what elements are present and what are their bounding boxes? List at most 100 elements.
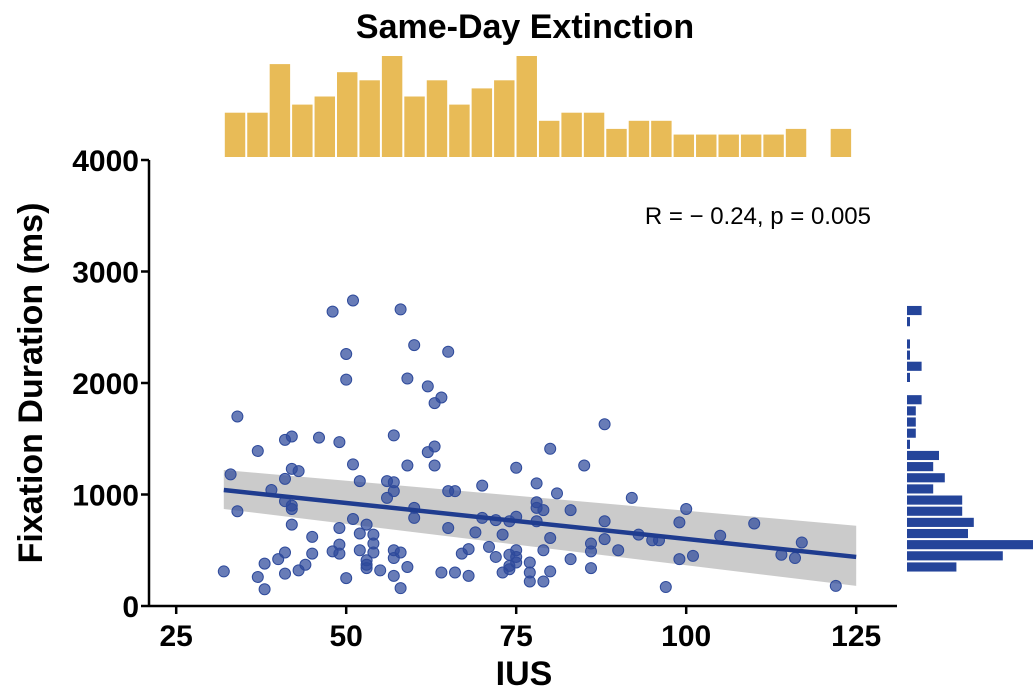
regression-line-layer xyxy=(223,487,857,560)
data-point xyxy=(428,440,441,453)
x-histogram-bar xyxy=(651,120,672,157)
x-histogram-bar xyxy=(471,88,493,157)
data-point xyxy=(578,459,591,472)
data-point xyxy=(367,546,380,559)
data-point xyxy=(469,526,482,539)
y-histogram-bar xyxy=(907,428,916,438)
data-point xyxy=(449,566,461,579)
data-point xyxy=(299,558,312,571)
data-point xyxy=(387,485,400,498)
data-point xyxy=(279,567,291,580)
y-histogram-bar xyxy=(907,406,916,416)
x-histogram-bar xyxy=(583,112,605,157)
data-point xyxy=(251,445,264,458)
data-point xyxy=(537,544,550,557)
x-histogram-bar xyxy=(830,128,852,157)
x-histogram-bar xyxy=(628,120,650,157)
data-point xyxy=(476,479,489,492)
y-histogram-bar xyxy=(907,372,910,382)
x-tick-label: 100 xyxy=(661,620,711,653)
data-point xyxy=(353,475,366,488)
data-point xyxy=(680,502,693,515)
data-point xyxy=(347,294,359,307)
data-point xyxy=(795,536,808,549)
data-point xyxy=(442,345,455,358)
data-point xyxy=(360,518,373,531)
data-point xyxy=(483,540,495,553)
y-histogram-bar xyxy=(907,551,1003,561)
x-histogram-bar xyxy=(740,134,762,157)
data-point xyxy=(496,528,509,541)
data-point xyxy=(537,504,550,517)
y-histogram-bar xyxy=(907,361,922,371)
x-histogram-bar xyxy=(785,128,807,157)
x-histogram-bar xyxy=(718,134,739,157)
data-point xyxy=(374,564,387,577)
x-histogram-bar xyxy=(763,134,784,157)
x-histogram-bar xyxy=(224,112,246,157)
data-point xyxy=(387,429,400,442)
data-point xyxy=(449,485,461,498)
data-point xyxy=(687,549,699,562)
data-point xyxy=(537,575,550,588)
data-point xyxy=(279,472,291,485)
x-histogram-bar xyxy=(269,64,291,157)
data-point xyxy=(394,303,407,316)
data-point xyxy=(435,391,448,404)
regression-line xyxy=(223,487,857,560)
data-point xyxy=(306,547,319,560)
x-tick-label: 50 xyxy=(330,620,363,653)
data-point xyxy=(544,565,557,578)
x-tick-label: 75 xyxy=(500,620,533,653)
data-point xyxy=(408,511,421,524)
data-point xyxy=(340,373,353,386)
data-point xyxy=(789,552,801,565)
data-point xyxy=(523,556,536,569)
x-histogram-bar xyxy=(538,120,560,157)
data-point xyxy=(564,504,577,517)
data-point xyxy=(510,556,523,569)
data-point xyxy=(401,560,414,573)
correlation-annotation: R = − 0.24, p = 0.005 xyxy=(645,203,871,230)
data-point xyxy=(340,348,353,361)
data-point xyxy=(829,579,842,592)
data-point xyxy=(306,530,319,543)
data-point xyxy=(598,515,611,528)
x-histogram-bar xyxy=(516,56,537,157)
x-tick-label: 125 xyxy=(831,620,881,653)
data-point xyxy=(224,468,237,481)
y-histogram-bar xyxy=(907,517,974,527)
data-point xyxy=(333,436,346,449)
data-point xyxy=(612,544,625,557)
y-histogram-bar xyxy=(907,317,910,327)
data-point xyxy=(544,442,557,455)
y-histogram-bar xyxy=(907,484,934,494)
y-histogram-bar xyxy=(907,439,910,449)
data-point xyxy=(442,521,455,534)
x-axis-ticks: 25 50 75 100 125 xyxy=(160,606,881,653)
data-point xyxy=(598,418,611,431)
data-point xyxy=(231,505,244,518)
data-point xyxy=(285,502,298,515)
data-point xyxy=(313,431,325,444)
data-point xyxy=(347,458,359,471)
y-histogram-bar xyxy=(907,562,957,572)
x-histogram-bar xyxy=(449,104,470,157)
y-tick-label: 3000 xyxy=(72,257,139,290)
data-point xyxy=(585,545,597,558)
y-axis-ticks: 0 1000 2000 3000 4000 xyxy=(72,145,149,624)
y-histogram-bar xyxy=(907,540,1033,550)
y-histogram-bar xyxy=(907,506,963,516)
data-point xyxy=(387,569,400,582)
data-point xyxy=(340,572,353,585)
data-point xyxy=(326,305,339,318)
data-point xyxy=(231,410,244,423)
data-point xyxy=(544,531,557,544)
data-point xyxy=(748,517,761,530)
x-histogram-bar xyxy=(606,128,627,157)
data-point xyxy=(353,527,366,540)
y-axis-title: Fixation Duration (ms) xyxy=(12,203,50,564)
data-point xyxy=(217,565,230,578)
data-point xyxy=(585,562,597,575)
